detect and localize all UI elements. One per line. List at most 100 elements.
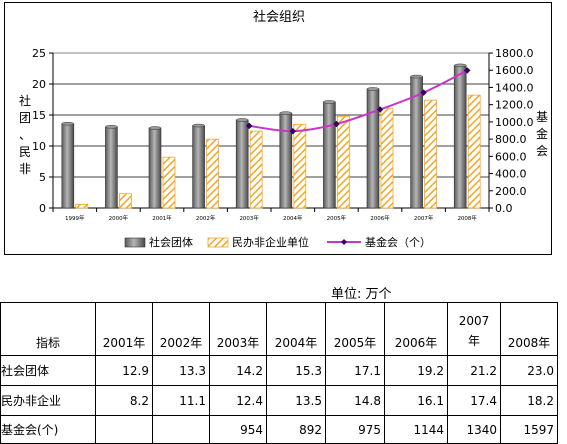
x-tick-label: 2005年: [327, 214, 347, 222]
plot-area: [52, 52, 490, 209]
bar-private-non-enterprise: [75, 203, 89, 209]
table-cell: 1144: [384, 415, 448, 444]
y-left-tick-label: 15: [32, 109, 46, 122]
table-header-year: 2008年: [500, 302, 558, 356]
x-tick-label: 2004年: [283, 214, 303, 222]
bar-top-social-groups: [61, 121, 75, 126]
table-header-year: 2006年: [384, 302, 448, 356]
legend-swatch-social-groups: [124, 237, 146, 248]
y-left-axis-label-char: 社: [19, 93, 31, 108]
table-cell: 19.2: [384, 355, 448, 386]
table-header-row: 指标 2001年 2002年 2003年 2004年 2005年 2006年 2…: [0, 302, 558, 356]
table-row: 基金会(个) 954 892 975 1144 1340 1597: [0, 415, 558, 444]
table-header-year: 2002年: [152, 302, 210, 356]
bar-social-groups: [61, 123, 75, 209]
chart-frame: 0 5 10 15 20 25 0.0 200.0 400.0 600.0 800.0 1000.0 1…: [4, 2, 552, 255]
bar-private-non-enterprise: [467, 94, 481, 209]
table-cell: 15.3: [266, 355, 326, 386]
y-left-axis-label-char: 非: [19, 162, 31, 176]
table-row: 民办非企业 8.2 11.1 12.4 13.5 14.8 16.1 17.4 …: [0, 385, 558, 416]
bar-top-social-groups: [192, 123, 205, 128]
y-right-tick-label: 600.0: [495, 150, 527, 163]
bar-private-non-enterprise: [249, 130, 263, 209]
y-left-axis-label: 社团、民非: [19, 93, 31, 176]
bar-private-non-enterprise: [336, 115, 350, 209]
bar-social-groups: [366, 88, 380, 209]
table-cell: 12.4: [209, 385, 267, 416]
chart-svg: 0 5 10 15 20 25 0.0 200.0 400.0 600.0 800.0 1000.0 1…: [19, 9, 548, 249]
table-header-year: 2004年: [266, 302, 326, 356]
table-cell: 23.0: [500, 355, 558, 386]
y-right-tick-label: 1200.0: [495, 99, 534, 112]
row-label: 社会团体: [0, 355, 96, 386]
x-tick-label: 2000年: [109, 214, 129, 222]
x-tick-label: 2001年: [152, 214, 172, 222]
y-right-axis-label-char: 金: [536, 126, 548, 141]
table-header-indicator: 指标: [0, 302, 96, 356]
x-tick-label: 2003年: [239, 214, 259, 222]
legend-label-social-groups: 社会团体: [149, 235, 193, 249]
table-header-year: 2005年: [325, 302, 385, 356]
table-cell: 975: [325, 415, 385, 444]
y-left-tick-label: 10: [32, 140, 46, 153]
table-cell: 13.3: [152, 355, 210, 386]
bar-top-social-groups: [453, 63, 467, 68]
table-cell: 1597: [500, 415, 558, 444]
bar-social-groups: [192, 125, 205, 209]
legend-label-private-non-enterprise: 民办非企业单位: [232, 235, 309, 249]
y-right-axis-label: 基金会: [536, 110, 548, 158]
bar-social-groups: [148, 127, 162, 209]
bar-top-social-groups: [410, 74, 423, 79]
y-right-axis-label-char: 基: [536, 110, 548, 124]
bar-social-groups: [105, 126, 118, 209]
y-right-tick-label: 200.0: [495, 185, 527, 198]
table-cell: 18.2: [500, 385, 558, 416]
bar-top-social-groups: [105, 125, 118, 129]
row-label: 基金会(个): [0, 415, 96, 444]
y-right-tick-label: 1400.0: [495, 81, 534, 94]
bar-private-non-enterprise: [206, 138, 220, 209]
bar-private-non-enterprise: [162, 156, 176, 209]
table-cell: 892: [266, 415, 326, 444]
table-cell: 14.2: [209, 355, 267, 386]
bar-private-non-enterprise: [424, 99, 438, 209]
y-right-axis-label-char: 会: [536, 144, 548, 158]
y-right-tick-label: 1800.0: [495, 47, 534, 60]
table-header-year: 2007 年: [447, 302, 501, 356]
table-cell: [95, 415, 153, 444]
y-left-axis-label-char: 、: [19, 128, 31, 142]
bar-top-social-groups: [366, 87, 380, 91]
table-cell: 11.1: [152, 385, 210, 416]
unit-label: 单位: 万个: [331, 287, 392, 302]
x-tick-label: 2002年: [196, 214, 216, 222]
x-tick-label: 1999年: [65, 214, 85, 222]
legend-swatch-private-non-enterprise: [207, 237, 229, 248]
table-cell: 14.8: [325, 385, 385, 416]
bar-top-social-groups: [323, 100, 336, 104]
legend-label-foundations: 基金会（个）: [365, 235, 431, 249]
data-table: 指标 2001年 2002年 2003年 2004年 2005年 2006年 2…: [0, 302, 558, 444]
y-right-tick-label: 0.0: [495, 202, 513, 215]
y-left-tick-label: 5: [39, 171, 46, 184]
y-left-tick-label: 20: [32, 78, 46, 91]
table-row: 社会团体 12.9 13.3 14.2 15.3 17.1 19.2 21.2 …: [0, 355, 558, 386]
point-foundations: [420, 89, 427, 96]
y-left-tick-label: 25: [32, 47, 46, 60]
x-tick-label: 2007年: [414, 214, 434, 222]
chart-title: 社会组织: [253, 9, 305, 25]
table-cell: 17.4: [447, 385, 501, 416]
y-right-tick-label: 1000.0: [495, 116, 534, 129]
table-cell: 8.2: [95, 385, 153, 416]
bar-private-non-enterprise: [380, 107, 394, 209]
table-header-year: 2003年: [209, 302, 267, 356]
x-tick-label: 2006年: [370, 214, 390, 222]
x-tick-label: 2008年: [457, 214, 477, 222]
table-cell: 12.9: [95, 355, 153, 386]
y-right-tick-label: 1600.0: [495, 64, 534, 77]
point-foundations: [289, 127, 297, 135]
bar-private-non-enterprise: [293, 123, 307, 209]
y-left-tick-label: 0: [39, 202, 46, 215]
y-left-axis-label-char: 团: [19, 111, 31, 125]
y-right-tick-label: 800.0: [495, 133, 527, 146]
point-foundations: [333, 120, 340, 128]
